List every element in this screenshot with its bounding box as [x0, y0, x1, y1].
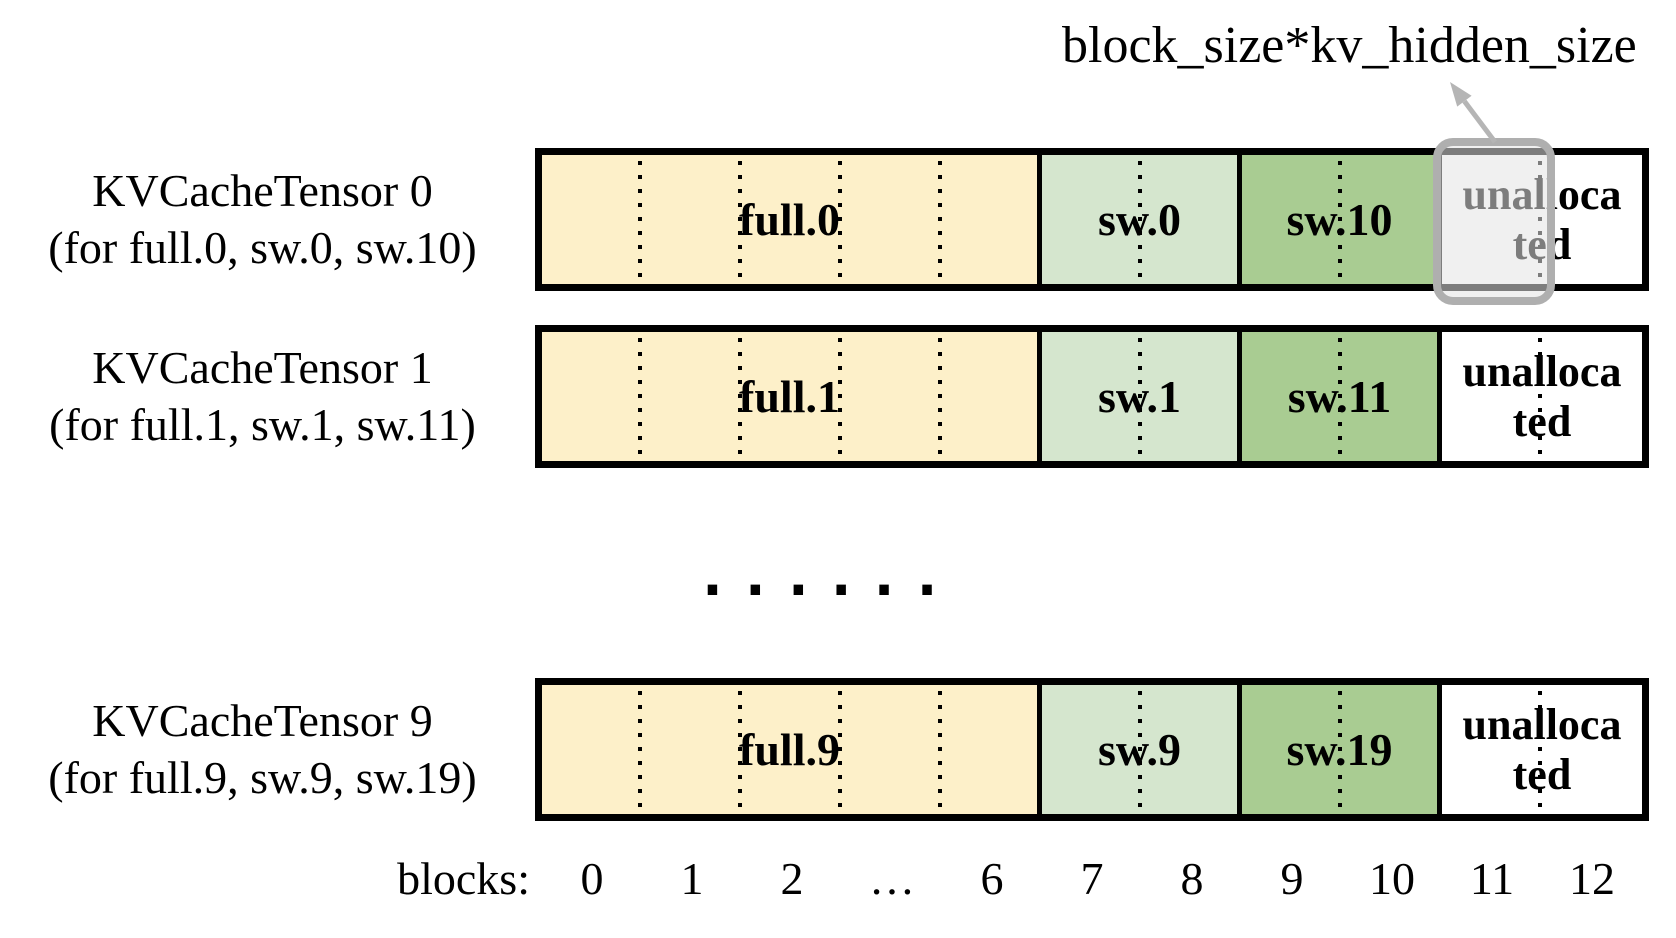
dotted-divider [838, 338, 842, 455]
axis-tick: 11 [1469, 853, 1515, 904]
full-segment-label: full.0 [739, 194, 840, 245]
blocks-axis-label: blocks: [397, 853, 530, 904]
row-1-title: KVCacheTensor 1 [92, 342, 433, 393]
axis-tick: 9 [1280, 853, 1304, 904]
full-segment: full.0 [542, 155, 1042, 284]
unallocated-segment: unalloca ted [1442, 685, 1642, 814]
dotted-divider [1338, 691, 1342, 808]
axis-tick: 1 [680, 853, 704, 904]
sw2-segment: sw.19 [1242, 685, 1442, 814]
dotted-divider [938, 691, 942, 808]
highlighted-block-overlay [1433, 138, 1555, 305]
dotted-divider [1538, 691, 1542, 808]
axis-tick: 8 [1180, 853, 1204, 904]
unallocated-segment: unalloca ted [1442, 332, 1642, 461]
dotted-divider [1138, 691, 1142, 808]
sw-segment: sw.9 [1042, 685, 1242, 814]
row-9-label: KVCacheTensor 9 (for full.9, sw.9, sw.19… [10, 692, 515, 806]
row-0-label: KVCacheTensor 0 (for full.0, sw.0, sw.10… [10, 162, 515, 276]
annotation-arrow-icon [1450, 82, 1498, 144]
dotted-divider [638, 338, 642, 455]
dotted-divider [738, 338, 742, 455]
dotted-divider [838, 161, 842, 278]
dotted-divider [1138, 338, 1142, 455]
axis-tick: 0 [580, 853, 604, 904]
full-segment-label: full.1 [739, 371, 840, 422]
row-9-subtitle: (for full.9, sw.9, sw.19) [48, 752, 477, 803]
dotted-divider [938, 161, 942, 278]
dotted-divider [1538, 338, 1542, 455]
axis-tick: 6 [980, 853, 1004, 904]
sw-segment: sw.1 [1042, 332, 1242, 461]
dotted-divider [638, 691, 642, 808]
sw2-segment: sw.11 [1242, 332, 1442, 461]
kv-cache-tensor-9-bar: full.9 sw.9 sw.19 unalloca ted [535, 678, 1649, 821]
axis-tick: … [869, 853, 915, 904]
axis-tick: 12 [1569, 853, 1615, 904]
full-segment: full.1 [542, 332, 1042, 461]
full-segment: full.9 [542, 685, 1042, 814]
row-0-title: KVCacheTensor 0 [92, 165, 433, 216]
sw-segment: sw.0 [1042, 155, 1242, 284]
dotted-divider [1138, 161, 1142, 278]
kv-cache-tensor-1-bar: full.1 sw.1 sw.11 unalloca ted [535, 325, 1649, 468]
dotted-divider [738, 691, 742, 808]
sw2-segment: sw.10 [1242, 155, 1442, 284]
row-1-label: KVCacheTensor 1 (for full.1, sw.1, sw.11… [10, 339, 515, 453]
rows-ellipsis: ...... [695, 541, 953, 609]
row-0-subtitle: (for full.0, sw.0, sw.10) [48, 222, 477, 273]
axis-tick: 7 [1080, 853, 1104, 904]
dotted-divider [938, 338, 942, 455]
row-9-title: KVCacheTensor 9 [92, 695, 433, 746]
axis-tick: 2 [780, 853, 804, 904]
dotted-divider [738, 161, 742, 278]
dotted-divider [638, 161, 642, 278]
dotted-divider [1338, 338, 1342, 455]
block-size-annotation: block_size*kv_hidden_size [1062, 17, 1637, 74]
dotted-divider [838, 691, 842, 808]
dotted-divider [1338, 161, 1342, 278]
kv-cache-tensor-0-bar: full.0 sw.0 sw.10 unalloca ted [535, 148, 1649, 291]
axis-tick: 10 [1369, 853, 1415, 904]
row-1-subtitle: (for full.1, sw.1, sw.11) [49, 399, 476, 450]
full-segment-label: full.9 [739, 724, 840, 775]
